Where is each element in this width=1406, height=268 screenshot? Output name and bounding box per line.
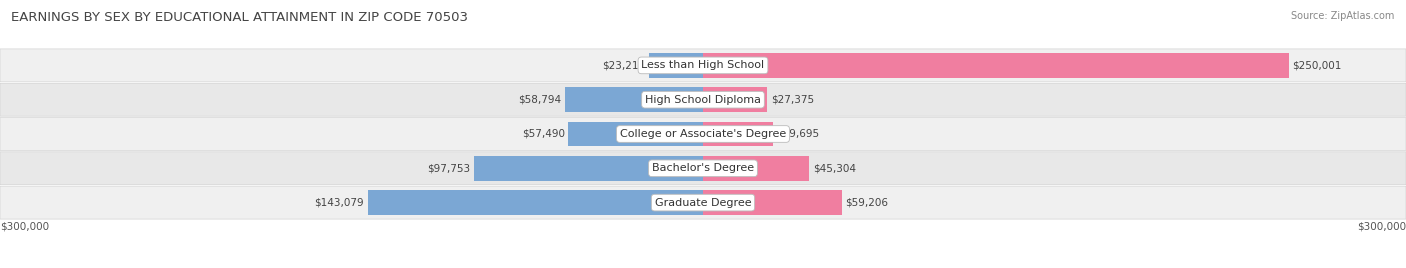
FancyBboxPatch shape bbox=[0, 49, 1406, 82]
Text: Less than High School: Less than High School bbox=[641, 60, 765, 70]
Bar bbox=[703, 87, 768, 112]
Bar bbox=[474, 156, 703, 181]
Bar bbox=[703, 156, 810, 181]
Text: $57,490: $57,490 bbox=[522, 129, 565, 139]
Text: Bachelor's Degree: Bachelor's Degree bbox=[652, 163, 754, 173]
Bar bbox=[703, 190, 842, 215]
Text: $300,000: $300,000 bbox=[1357, 221, 1406, 232]
Text: $143,079: $143,079 bbox=[315, 198, 364, 208]
Text: High School Diploma: High School Diploma bbox=[645, 95, 761, 105]
FancyBboxPatch shape bbox=[0, 152, 1406, 185]
Bar bbox=[703, 122, 772, 146]
Text: $45,304: $45,304 bbox=[813, 163, 856, 173]
Text: Graduate Degree: Graduate Degree bbox=[655, 198, 751, 208]
Bar bbox=[703, 53, 1289, 78]
Text: $59,206: $59,206 bbox=[845, 198, 889, 208]
Bar bbox=[368, 190, 703, 215]
Bar bbox=[565, 87, 703, 112]
Text: $97,753: $97,753 bbox=[427, 163, 471, 173]
FancyBboxPatch shape bbox=[0, 83, 1406, 116]
Bar bbox=[568, 122, 703, 146]
Text: Source: ZipAtlas.com: Source: ZipAtlas.com bbox=[1291, 11, 1395, 21]
Text: College or Associate's Degree: College or Associate's Degree bbox=[620, 129, 786, 139]
Text: $300,000: $300,000 bbox=[0, 221, 49, 232]
Text: $27,375: $27,375 bbox=[770, 95, 814, 105]
Bar bbox=[648, 53, 703, 78]
Text: $58,794: $58,794 bbox=[519, 95, 562, 105]
Text: $23,210: $23,210 bbox=[602, 60, 645, 70]
Text: $250,001: $250,001 bbox=[1292, 60, 1341, 70]
FancyBboxPatch shape bbox=[0, 186, 1406, 219]
Text: $29,695: $29,695 bbox=[776, 129, 820, 139]
FancyBboxPatch shape bbox=[0, 118, 1406, 150]
Text: EARNINGS BY SEX BY EDUCATIONAL ATTAINMENT IN ZIP CODE 70503: EARNINGS BY SEX BY EDUCATIONAL ATTAINMEN… bbox=[11, 11, 468, 24]
